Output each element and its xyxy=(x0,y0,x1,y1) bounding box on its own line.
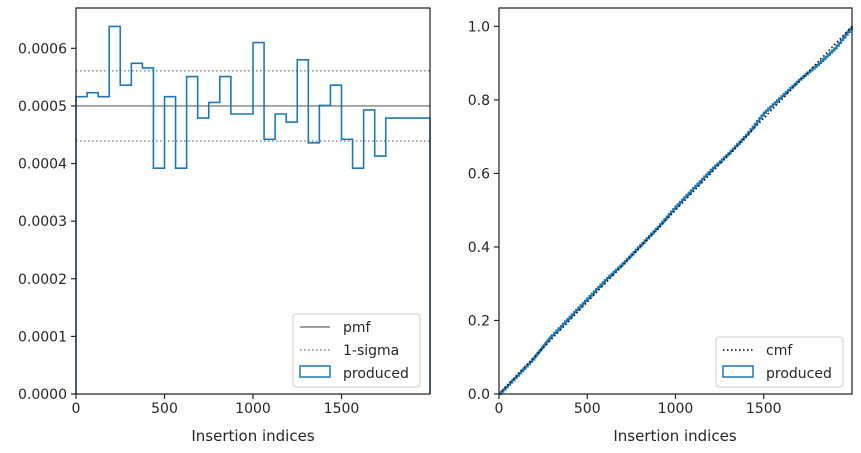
x-tick-label: 1000 xyxy=(658,401,694,417)
y-tick-label: 0.0003 xyxy=(18,214,67,230)
histogram-legend-box xyxy=(292,313,421,388)
x-tick-label: 1500 xyxy=(746,401,782,417)
legend-produced-label-right: produced xyxy=(766,366,832,382)
y-tick-label: 0.6 xyxy=(468,166,490,182)
x-tick-label: 0 xyxy=(72,401,81,417)
y-tick-label: 0.8 xyxy=(468,93,490,109)
x-tick-label: 1500 xyxy=(324,401,360,417)
y-tick-label: 0.0 xyxy=(468,387,490,403)
legend-1-sigma-label: 1-sigma xyxy=(343,343,399,359)
legend-produced-swatch-right xyxy=(722,365,754,378)
legend-cmf-label: cmf xyxy=(766,343,793,359)
x-tick-label: 0 xyxy=(495,401,504,417)
y-tick-label: 1.0 xyxy=(468,19,490,35)
legend-produced-swatch xyxy=(299,365,331,378)
histogram-y-ticks: 0.0000 0.0001 0.0002 0.0003 0.0004 0.0005 0.00… xyxy=(18,41,76,403)
legend-produced-label: produced xyxy=(343,366,409,382)
y-tick-label: 0.0004 xyxy=(18,157,67,173)
cmf-line xyxy=(498,25,853,395)
y-tick-label: 0.0001 xyxy=(18,329,67,345)
produced-histogram-steps xyxy=(75,25,431,394)
histogram-plot-area xyxy=(75,25,431,394)
y-tick-label: 0.0006 xyxy=(18,41,67,57)
y-tick-label: 0.0005 xyxy=(18,99,67,115)
x-tick-label: 1000 xyxy=(235,401,271,417)
y-tick-label: 0.0002 xyxy=(18,272,67,288)
x-tick-label: 500 xyxy=(151,401,178,417)
cumulative-y-ticks: 0.0 0.2 0.4 0.6 0.8 1.0 xyxy=(468,19,499,403)
x-tick-label: 500 xyxy=(574,401,601,417)
legend-pmf-label: pmf xyxy=(343,320,372,336)
y-tick-label: 0.0000 xyxy=(18,387,67,403)
cumulative-legend: cmf produced xyxy=(715,336,844,388)
histogram-legend: pmf 1-sigma produced xyxy=(292,313,421,388)
y-tick-label: 0.2 xyxy=(468,313,490,329)
cumulative-axes: 0 500 1000 1500 0.0 0.2 0.4 0.6 0.8 1.0 Insertio… xyxy=(468,7,854,445)
cumulative-x-axis-label: Insertion indices xyxy=(613,427,736,445)
cumulative-x-ticks: 0 500 1000 1500 xyxy=(495,394,782,417)
histogram-x-axis-label: Insertion indices xyxy=(191,427,314,445)
y-tick-label: 0.4 xyxy=(468,240,490,256)
histogram-axes: 0 500 1000 1500 0.00000.00010.00020.00030.0… xyxy=(18,7,431,445)
produced-cumulative-line xyxy=(499,26,854,396)
histogram-x-ticks: 0 500 1000 1500 xyxy=(72,394,360,417)
cumulative-plot-area xyxy=(498,25,854,396)
